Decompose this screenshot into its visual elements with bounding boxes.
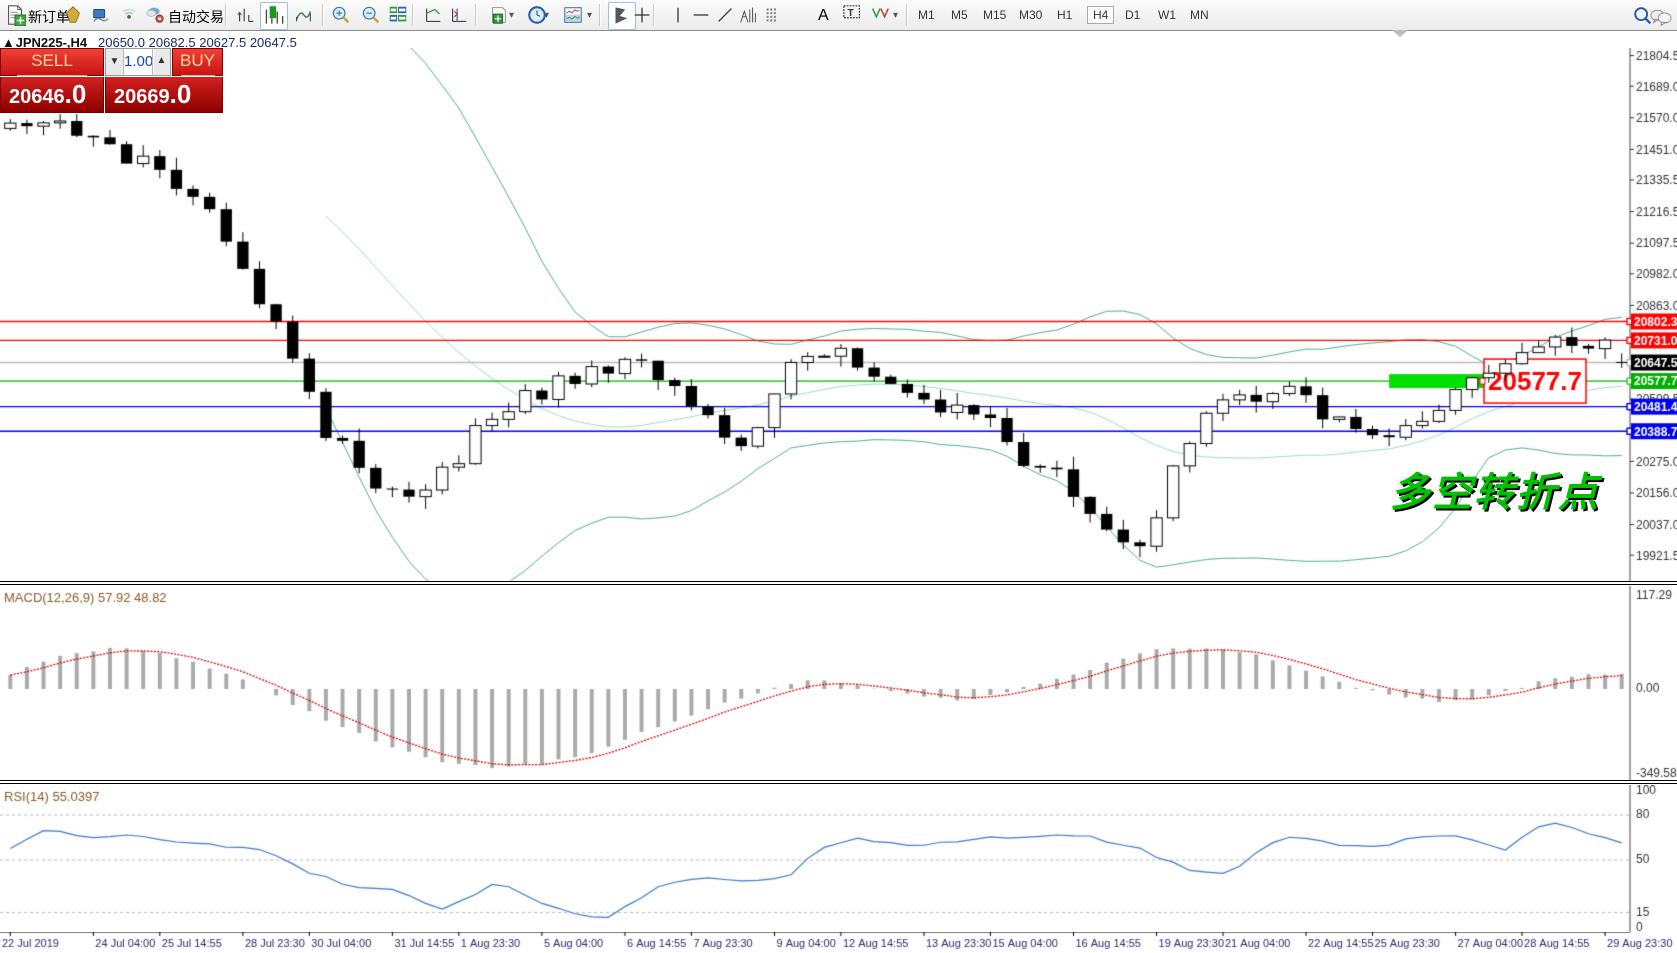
svg-text:T: T: [848, 8, 855, 19]
